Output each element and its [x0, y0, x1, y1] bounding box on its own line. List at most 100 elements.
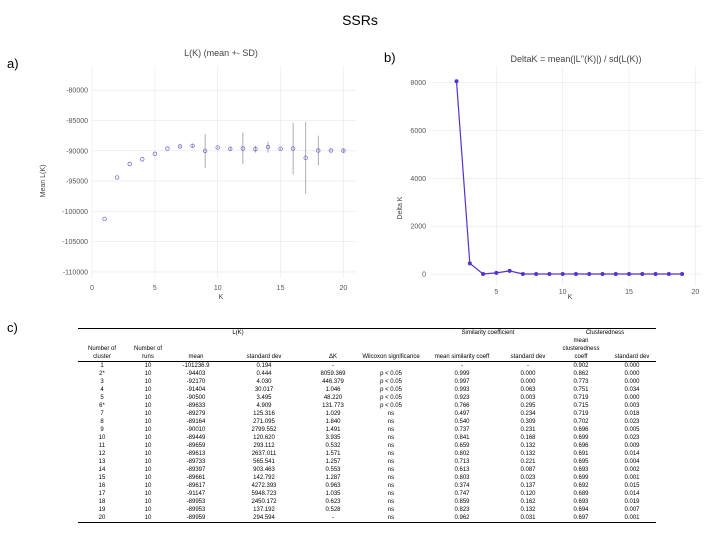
table-cell: 0.018 — [624, 411, 640, 417]
table-cell: 0.087 — [520, 467, 536, 473]
table-cell: -89953 — [186, 499, 206, 505]
table-row: 20 10 -89959 294.594- ns 0.962 0.031 0.697 0.001 — [78, 514, 656, 523]
table-cell: 0.063 — [520, 387, 536, 393]
table-cell: 6* — [99, 403, 105, 409]
col-standard-dev-3: standard dev — [608, 337, 656, 362]
table-cell: 0.766 — [454, 403, 470, 409]
table-cell: 120.620 — [253, 435, 275, 441]
table-cell: 0.715 — [573, 403, 589, 409]
table-cell: 0.691 — [573, 451, 589, 457]
table-cell: 0.023 — [520, 475, 536, 481]
table-cell: 0.719 — [573, 411, 589, 417]
deltak-y-tick-label: 4000 — [410, 176, 426, 183]
deltak-point — [587, 271, 592, 276]
table-cell: 10 — [126, 514, 170, 523]
table-cell: 446.379 — [322, 379, 344, 385]
table-cell: 0.693 — [573, 499, 589, 505]
table-row: 4 10 -91404 30.017 1.046 p < 0.05 0.993 0.063 0.… — [78, 386, 656, 394]
lk-x-tick-label: 5 — [153, 285, 157, 292]
lk-y-tick-label: -100000 — [62, 209, 88, 216]
table-row: 2* 10 -94403 0.444 8059.369 p < 0.05 0.999 0.00… — [78, 370, 656, 378]
table-cell: 293.112 — [253, 443, 275, 449]
table-cell: ns — [387, 419, 395, 425]
table-cell: 0.444 — [256, 371, 272, 377]
deltak-point — [573, 272, 578, 277]
deltak-y-tick-label: 2000 — [410, 224, 426, 231]
table-cell: 0.997 — [454, 379, 470, 385]
table-cell: 1.840 — [325, 419, 341, 425]
table-cell: -89449 — [186, 435, 206, 441]
table-cell: 10 — [144, 411, 152, 417]
table-cell: 125.316 — [253, 411, 275, 417]
group-similarity: Similarity coefficient — [422, 328, 554, 337]
group-lk: L(K) — [170, 328, 306, 337]
lk-point — [290, 146, 296, 151]
lk-point — [215, 145, 220, 150]
lk-y-tick-label: -90000 — [66, 148, 88, 155]
table-cell: 1.287 — [325, 475, 341, 481]
table-cell: 0.014 — [624, 451, 640, 457]
table-cell: 10 — [144, 403, 152, 409]
table-cell: ns — [387, 443, 395, 449]
table-cell: 0.694 — [573, 507, 589, 513]
table-cell: 10 — [144, 395, 152, 401]
table-cell: 4272.393 — [251, 483, 277, 489]
table-cell: 4 — [100, 387, 104, 393]
deltak-point — [454, 79, 459, 84]
table-cell: 12 — [98, 451, 106, 457]
table-cell: 0.009 — [624, 443, 640, 449]
lk-point — [152, 151, 158, 156]
table-cell: 0.001 — [608, 514, 656, 523]
table-cell: -91404 — [186, 387, 206, 393]
deltak-point — [653, 272, 658, 277]
table-row: 17 10 -91147 5948.723 1.035 ns 0.747 0.120 0.689… — [78, 490, 656, 498]
table-row: 19 10 -89953 137.192 0.528 ns 0.823 0.132 0.694 0… — [78, 506, 656, 514]
table-cell: 0.902 — [573, 363, 589, 369]
table-cell: 30.017 — [254, 387, 274, 393]
lk-point — [102, 216, 107, 222]
table-cell: - — [332, 363, 334, 369]
table-cell: 0.309 — [520, 419, 536, 425]
lk-x-tick-label: 0 — [90, 285, 94, 292]
table-cell: 0.194 — [256, 363, 272, 369]
deltak-point — [507, 268, 512, 273]
table-cell: 0.532 — [325, 443, 341, 449]
table-cell: 0.132 — [520, 507, 536, 513]
col-wilcoxon: Wilcoxon significance — [360, 328, 422, 362]
col-mean-clusteredness-coeff: mean clusteredness coeff — [554, 337, 608, 362]
table-cell: 0.019 — [624, 499, 640, 505]
table-cell: -89279 — [186, 411, 206, 417]
table-cell: 0.034 — [624, 387, 640, 393]
table-row: 7 10 -89279 125.316 1.029 ns 0.497 0.234 0.719 0.… — [78, 410, 656, 418]
table-cell: -90500 — [186, 395, 206, 401]
group-clusteredness: Clusteredness — [554, 328, 656, 337]
table-cell: 0.221 — [520, 459, 536, 465]
lk-x-tick-label: 20 — [340, 285, 348, 292]
table-cell: 10 — [144, 499, 152, 505]
table-row: 8 10 -89164 271.095 1.840 ns 0.540 0.309 0.702 0.… — [78, 418, 656, 426]
table-cell: 0.023 — [624, 419, 640, 425]
table-cell: 0.295 — [520, 403, 536, 409]
panel-label-c: c) — [7, 320, 18, 335]
deltak-point — [666, 272, 671, 277]
lk-point — [265, 144, 271, 150]
table-cell: 0.697 — [554, 514, 608, 523]
table-cell: 5948.723 — [251, 491, 277, 497]
table-cell: 0.015 — [624, 483, 640, 489]
table-row: 3 10 -92170 4.030 446.379 p < 0.05 0.997 0.000 0… — [78, 378, 656, 386]
table-cell: -90010 — [186, 427, 206, 433]
table-cell: p < 0.05 — [380, 371, 402, 377]
table-cell: 0.696 — [573, 443, 589, 449]
table-cell: 3.935 — [325, 435, 341, 441]
table-row: 1 10 -101236.9 0.194 - - - 0.902 0.000 — [78, 362, 656, 371]
table-cell: 2* — [99, 371, 105, 377]
deltak-point — [547, 272, 552, 277]
table-cell: 10 — [144, 483, 152, 489]
table-cell: 10 — [144, 363, 152, 369]
table-cell: 0.000 — [624, 363, 640, 369]
lk-y-tick-label: -110000 — [63, 269, 88, 276]
results-table: Number of cluster Number of runs L(K) ΔK… — [78, 328, 656, 523]
lk-point — [190, 143, 195, 148]
lk-y-tick-label: -80000 — [66, 88, 88, 95]
table-cell: 0.962 — [422, 514, 502, 523]
